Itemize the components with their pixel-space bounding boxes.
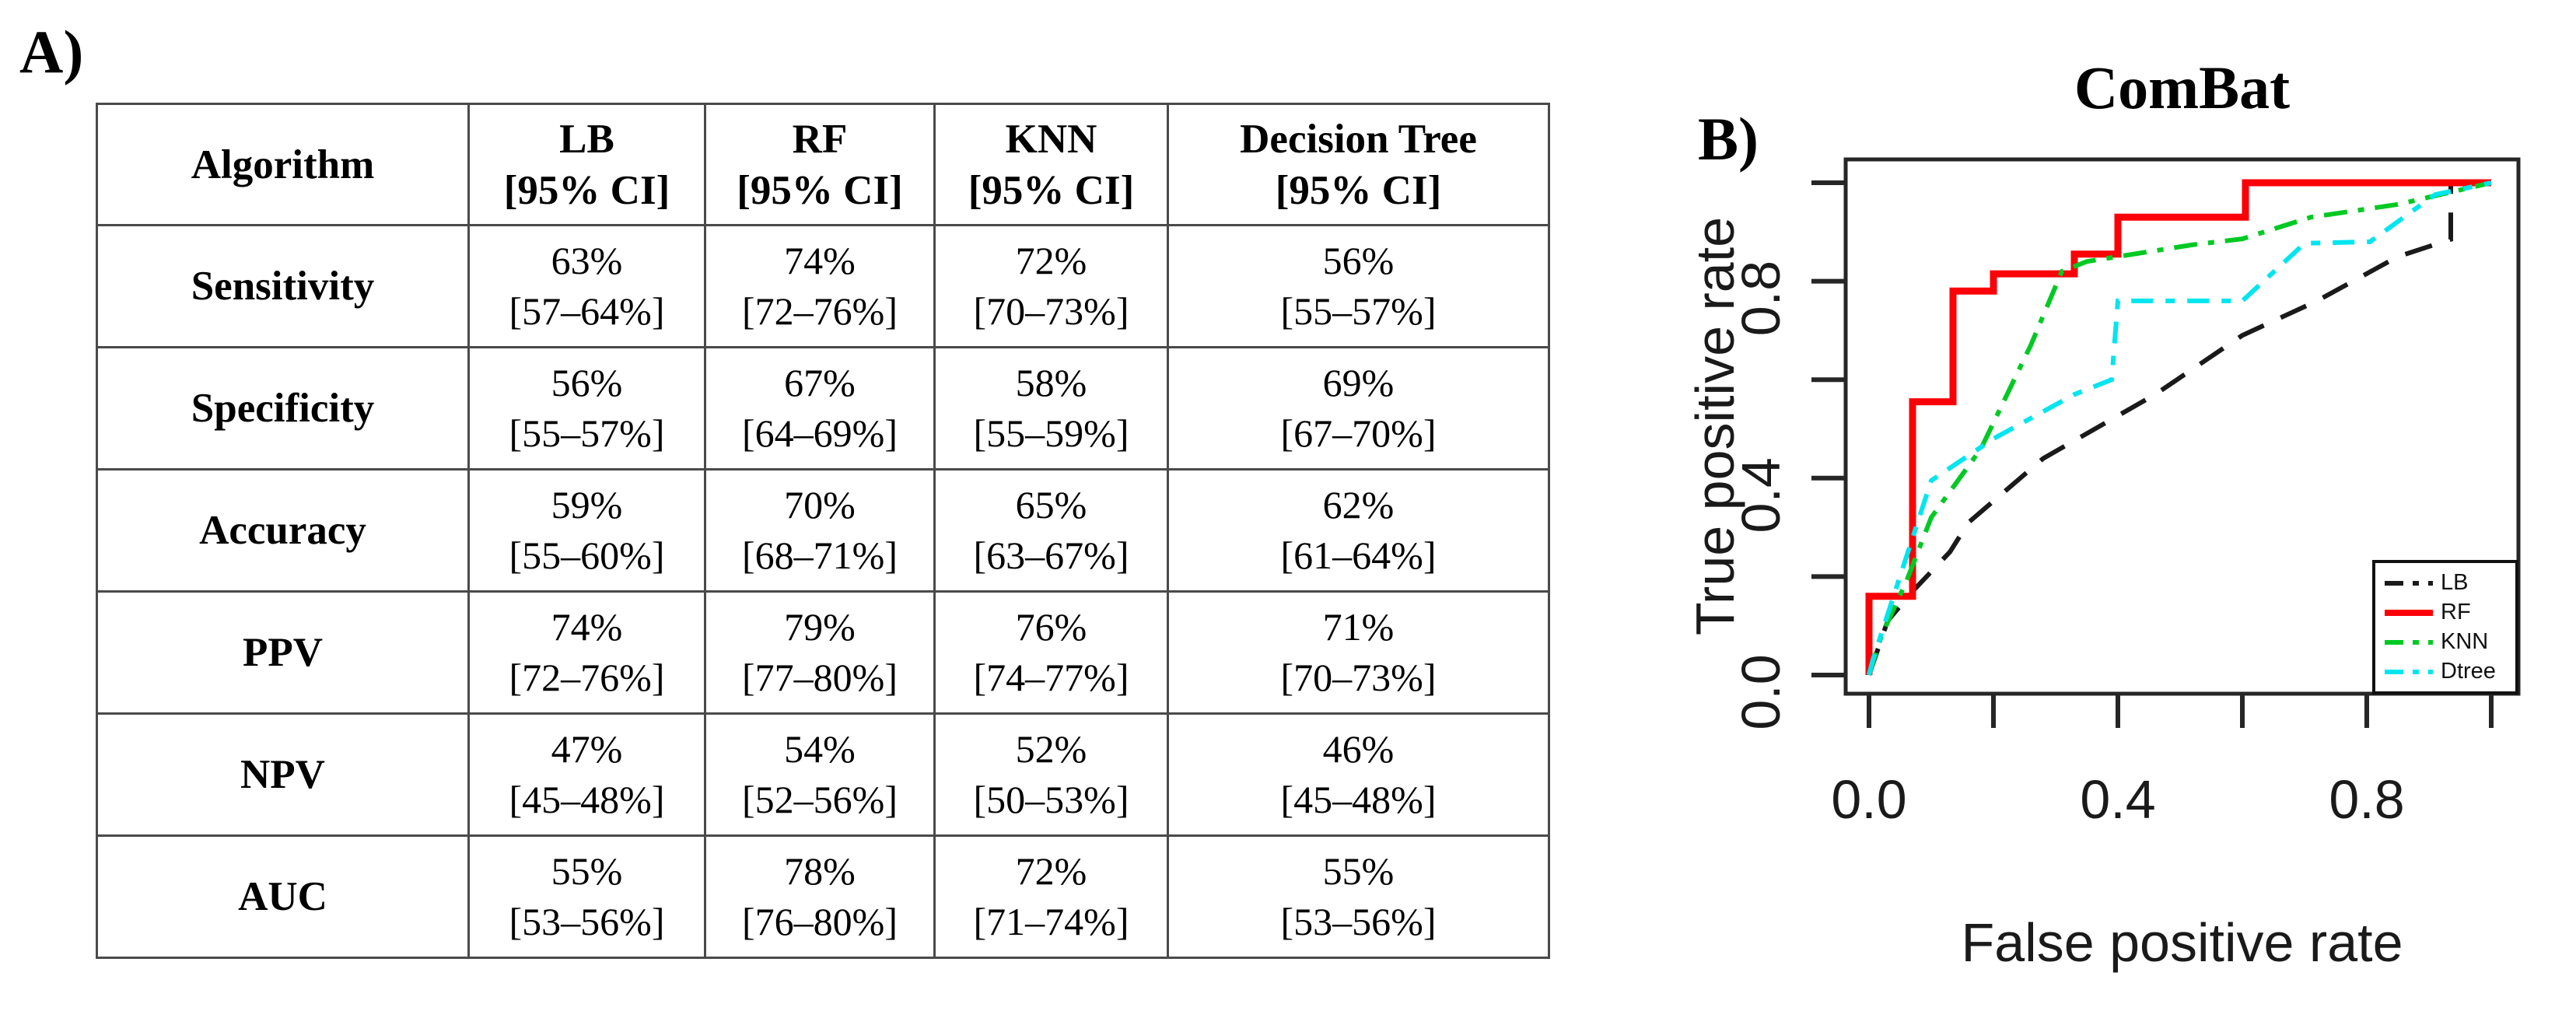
table-cell: 58% [55–59%] <box>933 346 1169 471</box>
header-algorithm-label: Algorithm <box>191 142 375 187</box>
header-knn-ci: [95% CI] <box>968 167 1135 213</box>
row-label-cell: Specificity <box>96 346 470 471</box>
y-axis-label: True positive rate <box>1685 216 1745 636</box>
svg-text:0.8: 0.8 <box>2329 769 2404 830</box>
table-cell: 59% [55–60%] <box>467 468 706 593</box>
table-cell: 56% [55–57%] <box>467 346 706 471</box>
table-cell: 74% [72–76%] <box>704 224 936 348</box>
dtree-line-sample <box>2385 669 2433 674</box>
legend-item-rf: RF <box>2383 600 2512 626</box>
legend-item-knn: KNN <box>2383 629 2512 656</box>
table-cell: 47% [45–48%] <box>467 712 706 837</box>
table-header-row: Algorithm LB [95% CI] RF [95% CI] KNN [9… <box>96 103 1550 226</box>
table-cell: 69% [67–70%] <box>1167 346 1550 471</box>
header-knn-name: KNN <box>1005 116 1097 162</box>
table-cell: 76% [74–77%] <box>933 590 1169 715</box>
table-cell: 56% [55–57%] <box>1167 224 1550 348</box>
header-lb: LB [95% CI] <box>467 103 706 226</box>
row-label-cell: PPV <box>96 590 470 715</box>
table-cell: 46% [45–48%] <box>1167 712 1550 837</box>
table-cell: 55% [53–56%] <box>1167 834 1550 959</box>
header-algorithm: Algorithm <box>96 103 470 226</box>
rf-line-sample <box>2385 609 2433 616</box>
svg-text:0.0: 0.0 <box>1831 769 1906 830</box>
knn-line-sample <box>2385 639 2433 645</box>
panel-a-label: A) <box>19 18 84 86</box>
table-cell: 70% [68–71%] <box>704 468 936 593</box>
row-label-cell: Sensitivity <box>96 224 470 348</box>
svg-text:0.0: 0.0 <box>1731 654 1791 729</box>
lb-line-sample <box>2385 580 2433 586</box>
header-lb-ci: [95% CI] <box>503 167 670 213</box>
table-cell: 72% [70–73%] <box>933 224 1169 348</box>
header-dt-name: Decision Tree <box>1240 116 1477 162</box>
table-cell: 78% [76–80%] <box>704 834 936 959</box>
row-label-cell: Accuracy <box>96 468 470 593</box>
legend-label-knn: KNN <box>2441 629 2489 654</box>
header-knn: KNN [95% CI] <box>933 103 1169 226</box>
legend-label-dtree: Dtree <box>2441 659 2496 684</box>
table-row-specificity: Specificity 56% [55–57%] 67% [64–69%] 58%[… <box>96 346 1550 471</box>
header-rf: RF [95% CI] <box>704 103 936 226</box>
table-row-sensitivity: Sensitivity 63% [57–64%] 74% [72–76%] 72%[… <box>96 224 1550 348</box>
table-row-auc: AUC 55% [53–56%] 78% [76–80%] 72% [71–74%] … <box>96 834 1550 959</box>
table-cell: 71% [70–73%] <box>1167 590 1550 715</box>
metrics-table: Algorithm LB [95% CI] RF [95% CI] KNN [9… <box>96 103 1550 959</box>
header-rf-name: RF <box>792 116 848 162</box>
svg-text:0.8: 0.8 <box>1731 261 1791 336</box>
table-row-accuracy: Accuracy 59% [55–60%] 70% [68–71%] 65% [63–… <box>96 468 1550 593</box>
table-cell: 74% [72–76%] <box>467 590 706 715</box>
table-cell: 63% [57–64%] <box>467 224 706 348</box>
table-cell: 72% [71–74%] <box>933 834 1169 959</box>
legend-item-lb: LB <box>2383 570 2512 596</box>
panel-b-label: B) <box>1698 105 1759 173</box>
table-cell: 65% [63–67%] <box>933 468 1169 593</box>
header-dt-ci: [95% CI] <box>1275 167 1442 213</box>
table-cell: 52% [50–53%] <box>933 712 1169 837</box>
svg-text:0.4: 0.4 <box>2080 769 2155 830</box>
table-cell: 54% [52–56%] <box>704 712 936 837</box>
row-label-cell: NPV <box>96 712 470 837</box>
table-row-ppv: PPV 74% [72–76%] 79% [77–80%] 76% [74–77%] … <box>96 590 1550 715</box>
header-decision-tree: Decision Tree [95% CI] <box>1167 103 1550 226</box>
header-lb-name: LB <box>559 116 614 162</box>
legend-label-lb: LB <box>2441 570 2469 595</box>
header-rf-ci: [95% CI] <box>737 167 903 213</box>
svg-text:0.4: 0.4 <box>1731 457 1791 533</box>
table-cell: 67% [64–69%] <box>704 346 936 471</box>
chart-title: ComBat <box>2074 54 2291 121</box>
x-axis-label: False positive rate <box>1961 912 2403 973</box>
table-cell: 55% [53–56%] <box>467 834 706 959</box>
chart-legend: LB RF KNN Dtree <box>2372 560 2518 694</box>
row-label-cell: AUC <box>96 834 470 959</box>
table-cell: 79% [77–80%] <box>704 590 936 715</box>
legend-item-dtree: Dtree <box>2383 659 2512 685</box>
table-cell: 62% [61–64%] <box>1167 468 1550 593</box>
table-row-npv: NPV 47% [45–48%] 54% [52–56%] 52% [50–53%] … <box>96 712 1550 837</box>
legend-label-rf: RF <box>2441 600 2471 624</box>
